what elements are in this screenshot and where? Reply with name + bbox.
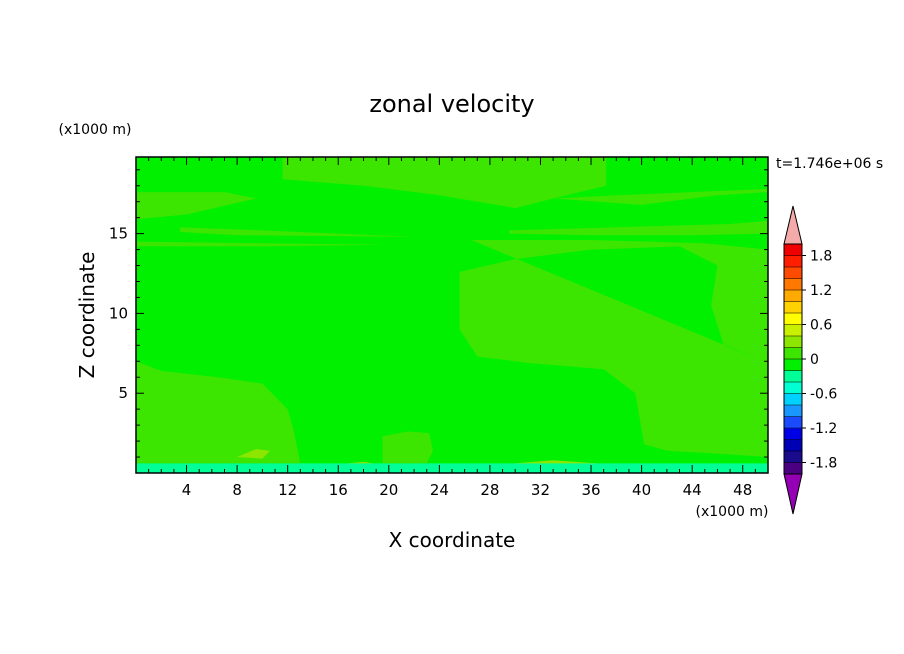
contour-region-bottom-cyan [136,463,768,473]
x-tick-label: 8 [232,481,242,499]
contour-region-band-15 [180,227,415,237]
colorbar-tick-label: -1.2 [810,421,837,437]
x-tick-label: 20 [379,481,398,499]
contour-region-band-14 [136,241,389,247]
contour-region-top-band [282,157,607,209]
contour-region-right-upper [553,188,768,205]
x-tick-label: 28 [480,481,499,499]
y-axis: 5 10 15 [109,169,768,458]
contour-region-central-right [459,240,768,457]
colorbar-tick-label: 1.2 [810,283,832,299]
colorbar-segment [784,313,802,325]
x-tick-label: 36 [581,481,600,499]
y-axis-label: Z coordinate [75,252,99,379]
colorbar-segment [784,267,802,279]
colorbar-tick-label: 0 [810,352,819,368]
x-tick-label: 48 [733,481,752,499]
colorbar-segment [784,370,802,383]
contour-region-left-lower [136,361,301,464]
colorbar-segment [784,416,802,429]
colorbar-segment [784,393,802,406]
colorbar-tick-label: -1.8 [810,456,837,472]
time-label: t=1.746e+06 s [776,156,883,172]
contour-region-bottom-yellow-1 [237,449,270,459]
x-tick-label: 4 [182,481,192,499]
y-tick-label: 15 [109,225,128,243]
x-tick-label: 40 [632,481,651,499]
colorbar-segment [784,382,802,394]
y-tick-label: 10 [109,304,128,322]
contour-region-left-band [136,192,257,220]
colorbar-segment [784,428,802,440]
colorbar-segment [784,405,802,417]
contour-region-right-band-15 [508,220,768,236]
contour-region-bottom-light-left [205,441,231,461]
colorbar-segment [784,278,802,291]
x-unit-label: (x1000 m) [696,504,769,520]
colorbar-segment [784,255,802,268]
chart-title: zonal velocity [369,90,534,118]
colorbar-under-arrow [783,473,803,515]
colorbar-segment [784,336,802,348]
colorbar: 1.8 1.2 0.6 0 -0.6 -1.2 -1.8 [783,205,837,515]
x-tick-label: 24 [430,481,449,499]
y-unit-label: (x1000 m) [59,122,132,138]
colorbar-tick-label: 0.6 [810,318,832,334]
x-tick-label: 44 [683,481,702,499]
colorbar-segment [784,244,802,256]
contour-region-bump-20 [382,431,433,464]
colorbar-segment [784,439,802,452]
colorbar-segment [784,301,802,314]
colorbar-over-arrow [783,205,803,245]
colorbar-segment [784,462,802,475]
contour-regions [136,157,768,473]
x-tick-label: 12 [278,481,297,499]
colorbar-tick-label: -0.6 [810,387,837,403]
colorbar-segment [784,324,802,337]
colorbar-segment [784,451,802,463]
colorbar-segment [784,359,802,371]
x-axis: 4 8 12 16 20 24 28 32 36 40 44 48 [148,157,756,499]
colorbar-segment [784,290,802,302]
colorbar-tick-label: 1.8 [810,249,832,265]
colorbar-segment [784,347,802,360]
y-tick-label: 5 [118,384,128,402]
x-tick-label: 16 [329,481,348,499]
x-axis-label: X coordinate [389,528,516,552]
x-tick-label: 32 [531,481,550,499]
